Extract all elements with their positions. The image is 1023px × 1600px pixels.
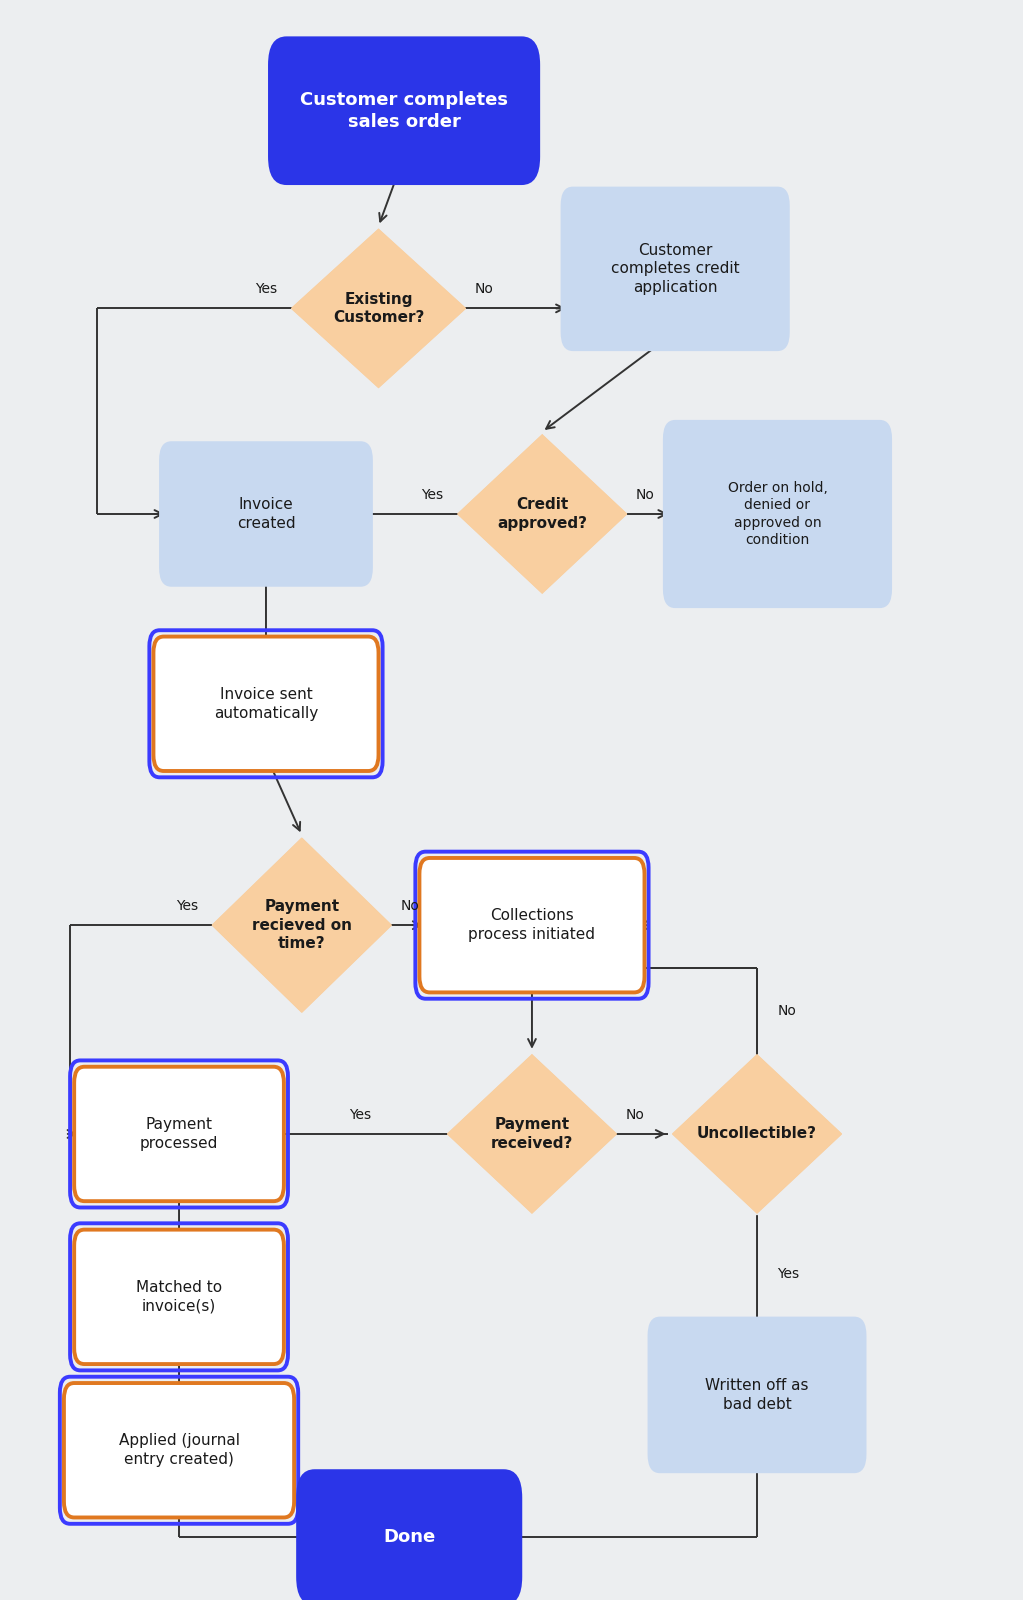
Text: Order on hold,
denied or
approved on
condition: Order on hold, denied or approved on con… bbox=[727, 482, 828, 547]
Polygon shape bbox=[213, 838, 391, 1013]
Text: No: No bbox=[635, 488, 655, 502]
Polygon shape bbox=[458, 435, 626, 594]
Polygon shape bbox=[292, 229, 465, 387]
Text: Uncollectible?: Uncollectible? bbox=[697, 1126, 817, 1141]
Text: Credit
approved?: Credit approved? bbox=[497, 498, 587, 531]
FancyBboxPatch shape bbox=[74, 1230, 283, 1365]
FancyBboxPatch shape bbox=[160, 442, 372, 587]
Text: Customer
completes credit
application: Customer completes credit application bbox=[611, 243, 740, 294]
Polygon shape bbox=[448, 1054, 616, 1213]
Text: No: No bbox=[625, 1107, 644, 1122]
Text: Matched to
invoice(s): Matched to invoice(s) bbox=[136, 1280, 222, 1314]
Text: Customer completes
sales order: Customer completes sales order bbox=[300, 91, 508, 131]
Text: Yes: Yes bbox=[421, 488, 443, 502]
Text: Done: Done bbox=[383, 1528, 436, 1546]
Text: No: No bbox=[400, 899, 419, 914]
Text: Invoice sent
automatically: Invoice sent automatically bbox=[214, 686, 318, 720]
FancyBboxPatch shape bbox=[648, 1317, 866, 1474]
FancyBboxPatch shape bbox=[63, 1382, 295, 1517]
FancyBboxPatch shape bbox=[297, 1469, 522, 1600]
Text: No: No bbox=[475, 283, 493, 296]
FancyBboxPatch shape bbox=[153, 637, 379, 771]
Text: Yes: Yes bbox=[176, 899, 197, 914]
Text: Collections
process initiated: Collections process initiated bbox=[469, 909, 595, 942]
Text: Payment
received?: Payment received? bbox=[491, 1117, 573, 1150]
Text: Invoice
created: Invoice created bbox=[236, 498, 296, 531]
FancyBboxPatch shape bbox=[74, 1067, 283, 1202]
FancyBboxPatch shape bbox=[561, 187, 790, 350]
Text: Written off as
bad debt: Written off as bad debt bbox=[705, 1378, 809, 1411]
Text: Yes: Yes bbox=[255, 283, 277, 296]
Text: Applied (journal
entry created): Applied (journal entry created) bbox=[119, 1434, 239, 1467]
Text: Existing
Customer?: Existing Customer? bbox=[332, 291, 425, 325]
Text: Payment
processed: Payment processed bbox=[140, 1117, 218, 1150]
Text: Yes: Yes bbox=[350, 1107, 371, 1122]
FancyBboxPatch shape bbox=[419, 858, 644, 992]
Text: Payment
recieved on
time?: Payment recieved on time? bbox=[252, 899, 352, 952]
FancyBboxPatch shape bbox=[663, 419, 892, 608]
Text: Yes: Yes bbox=[777, 1267, 800, 1282]
FancyBboxPatch shape bbox=[268, 37, 540, 186]
Text: No: No bbox=[777, 1003, 796, 1018]
Polygon shape bbox=[673, 1054, 841, 1213]
